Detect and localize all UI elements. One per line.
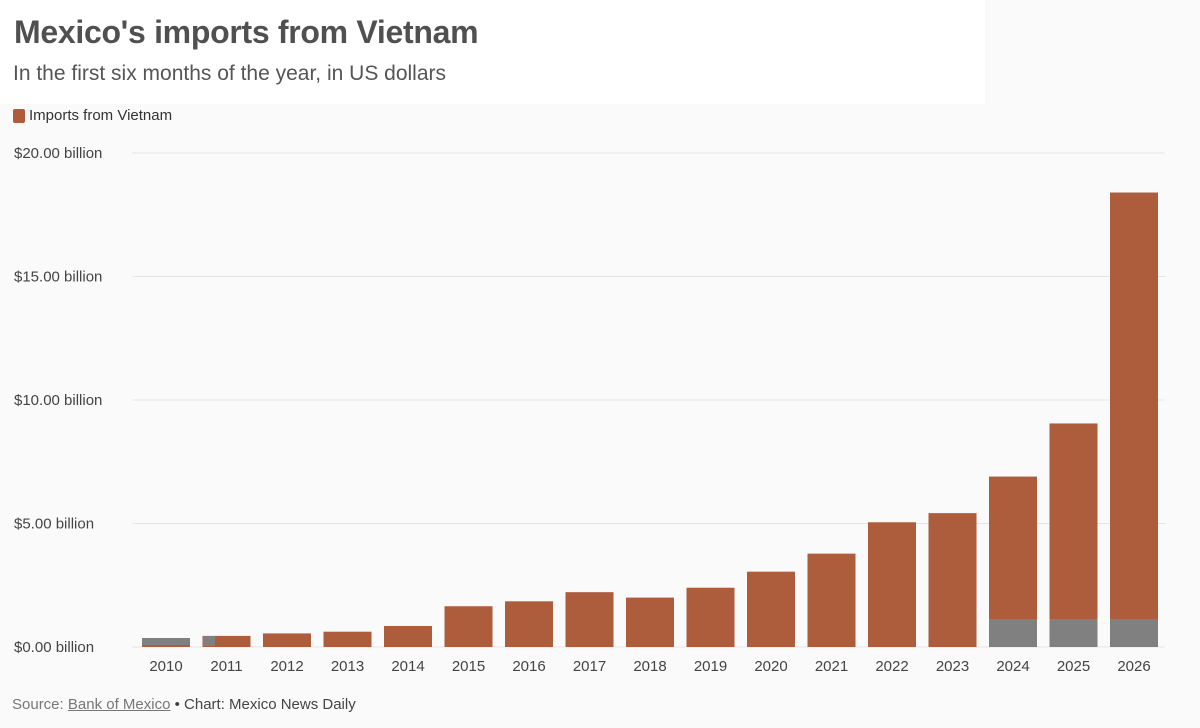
bar-2018 <box>626 597 674 647</box>
y-tick-label: $0.00 billion <box>14 639 94 656</box>
bar-2017 <box>565 592 614 647</box>
x-tick-label: 2023 <box>936 658 969 675</box>
x-tick-label: 2018 <box>633 658 666 675</box>
footer-separator: • <box>170 696 185 713</box>
bar-2026 <box>1110 192 1158 647</box>
bar-2012 <box>263 633 311 647</box>
x-tick-label: 2012 <box>270 658 303 675</box>
baseline-grey-segment <box>142 638 190 645</box>
x-tick-label: 2015 <box>452 658 485 675</box>
baseline-grey-segment <box>203 636 215 646</box>
bar-2020 <box>747 571 795 647</box>
bar-2019 <box>686 587 735 647</box>
bar-2011 <box>202 635 251 647</box>
x-tick-label: 2011 <box>210 658 242 675</box>
x-tick-label: 2013 <box>331 658 364 675</box>
bar-grey-overlay-2024 <box>989 619 1037 647</box>
bar-2024 <box>989 476 1037 647</box>
x-tick-label: 2014 <box>391 658 424 675</box>
legend-label: Imports from Vietnam <box>29 107 173 124</box>
bar-2025 <box>1049 423 1098 647</box>
legend-swatch <box>13 108 25 123</box>
bar-grey-overlay-2026 <box>1110 619 1158 647</box>
bar-2016 <box>505 601 553 647</box>
bar-2021 <box>807 553 856 647</box>
x-tick-label: 2022 <box>875 658 908 675</box>
y-tick-label: $20.00 billion <box>14 145 102 162</box>
x-tick-label: 2021 <box>815 658 848 675</box>
legend: Imports from Vietnam <box>13 107 172 124</box>
y-tick-label: $10.00 billion <box>14 392 102 409</box>
y-tick-label: $5.00 billion <box>14 516 94 533</box>
x-tick-label: 2019 <box>694 658 727 675</box>
source-link[interactable]: Bank of Mexico <box>67 696 171 713</box>
x-tick-label: 2010 <box>149 658 182 675</box>
x-tick-label: 2025 <box>1057 658 1090 675</box>
bar-grey-overlay-2025 <box>1049 619 1098 647</box>
bar-2015 <box>444 606 493 647</box>
bar-2014 <box>384 626 432 647</box>
chart-credit: Chart: Mexico News Daily <box>184 696 356 713</box>
y-tick-label: $15.00 billion <box>14 269 102 286</box>
chart-subtitle: In the first six months of the year, in … <box>13 62 447 85</box>
x-tick-label: 2016 <box>512 658 545 675</box>
x-tick-label: 2020 <box>754 658 787 675</box>
chart-title: Mexico's imports from Vietnam <box>14 14 479 50</box>
bar-2022 <box>868 522 916 647</box>
x-tick-label: 2024 <box>996 658 1029 675</box>
title-block <box>0 0 985 104</box>
bar-2013 <box>323 631 372 647</box>
chart-footer: Source: Bank of Mexico • Chart: Mexico N… <box>12 696 356 713</box>
x-tick-label: 2026 <box>1117 658 1150 675</box>
source-label: Source: <box>12 696 64 713</box>
x-tick-label: 2017 <box>573 658 606 675</box>
bar-2023 <box>928 513 977 647</box>
